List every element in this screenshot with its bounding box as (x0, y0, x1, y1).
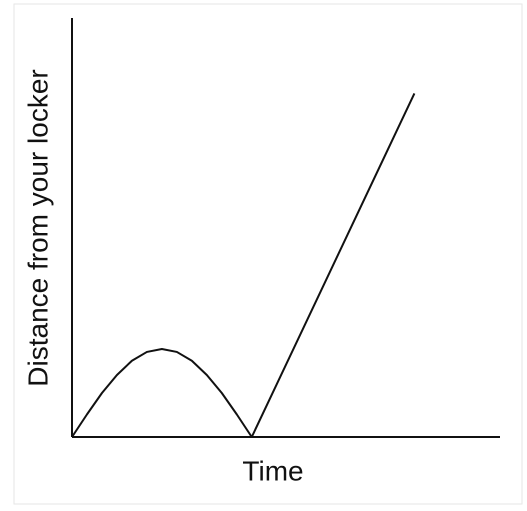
y-axis-label: Distance from your locker (22, 69, 53, 386)
frame (13, 3, 523, 505)
x-axis-label: Time (242, 455, 303, 486)
data-line (71, 92, 416, 438)
